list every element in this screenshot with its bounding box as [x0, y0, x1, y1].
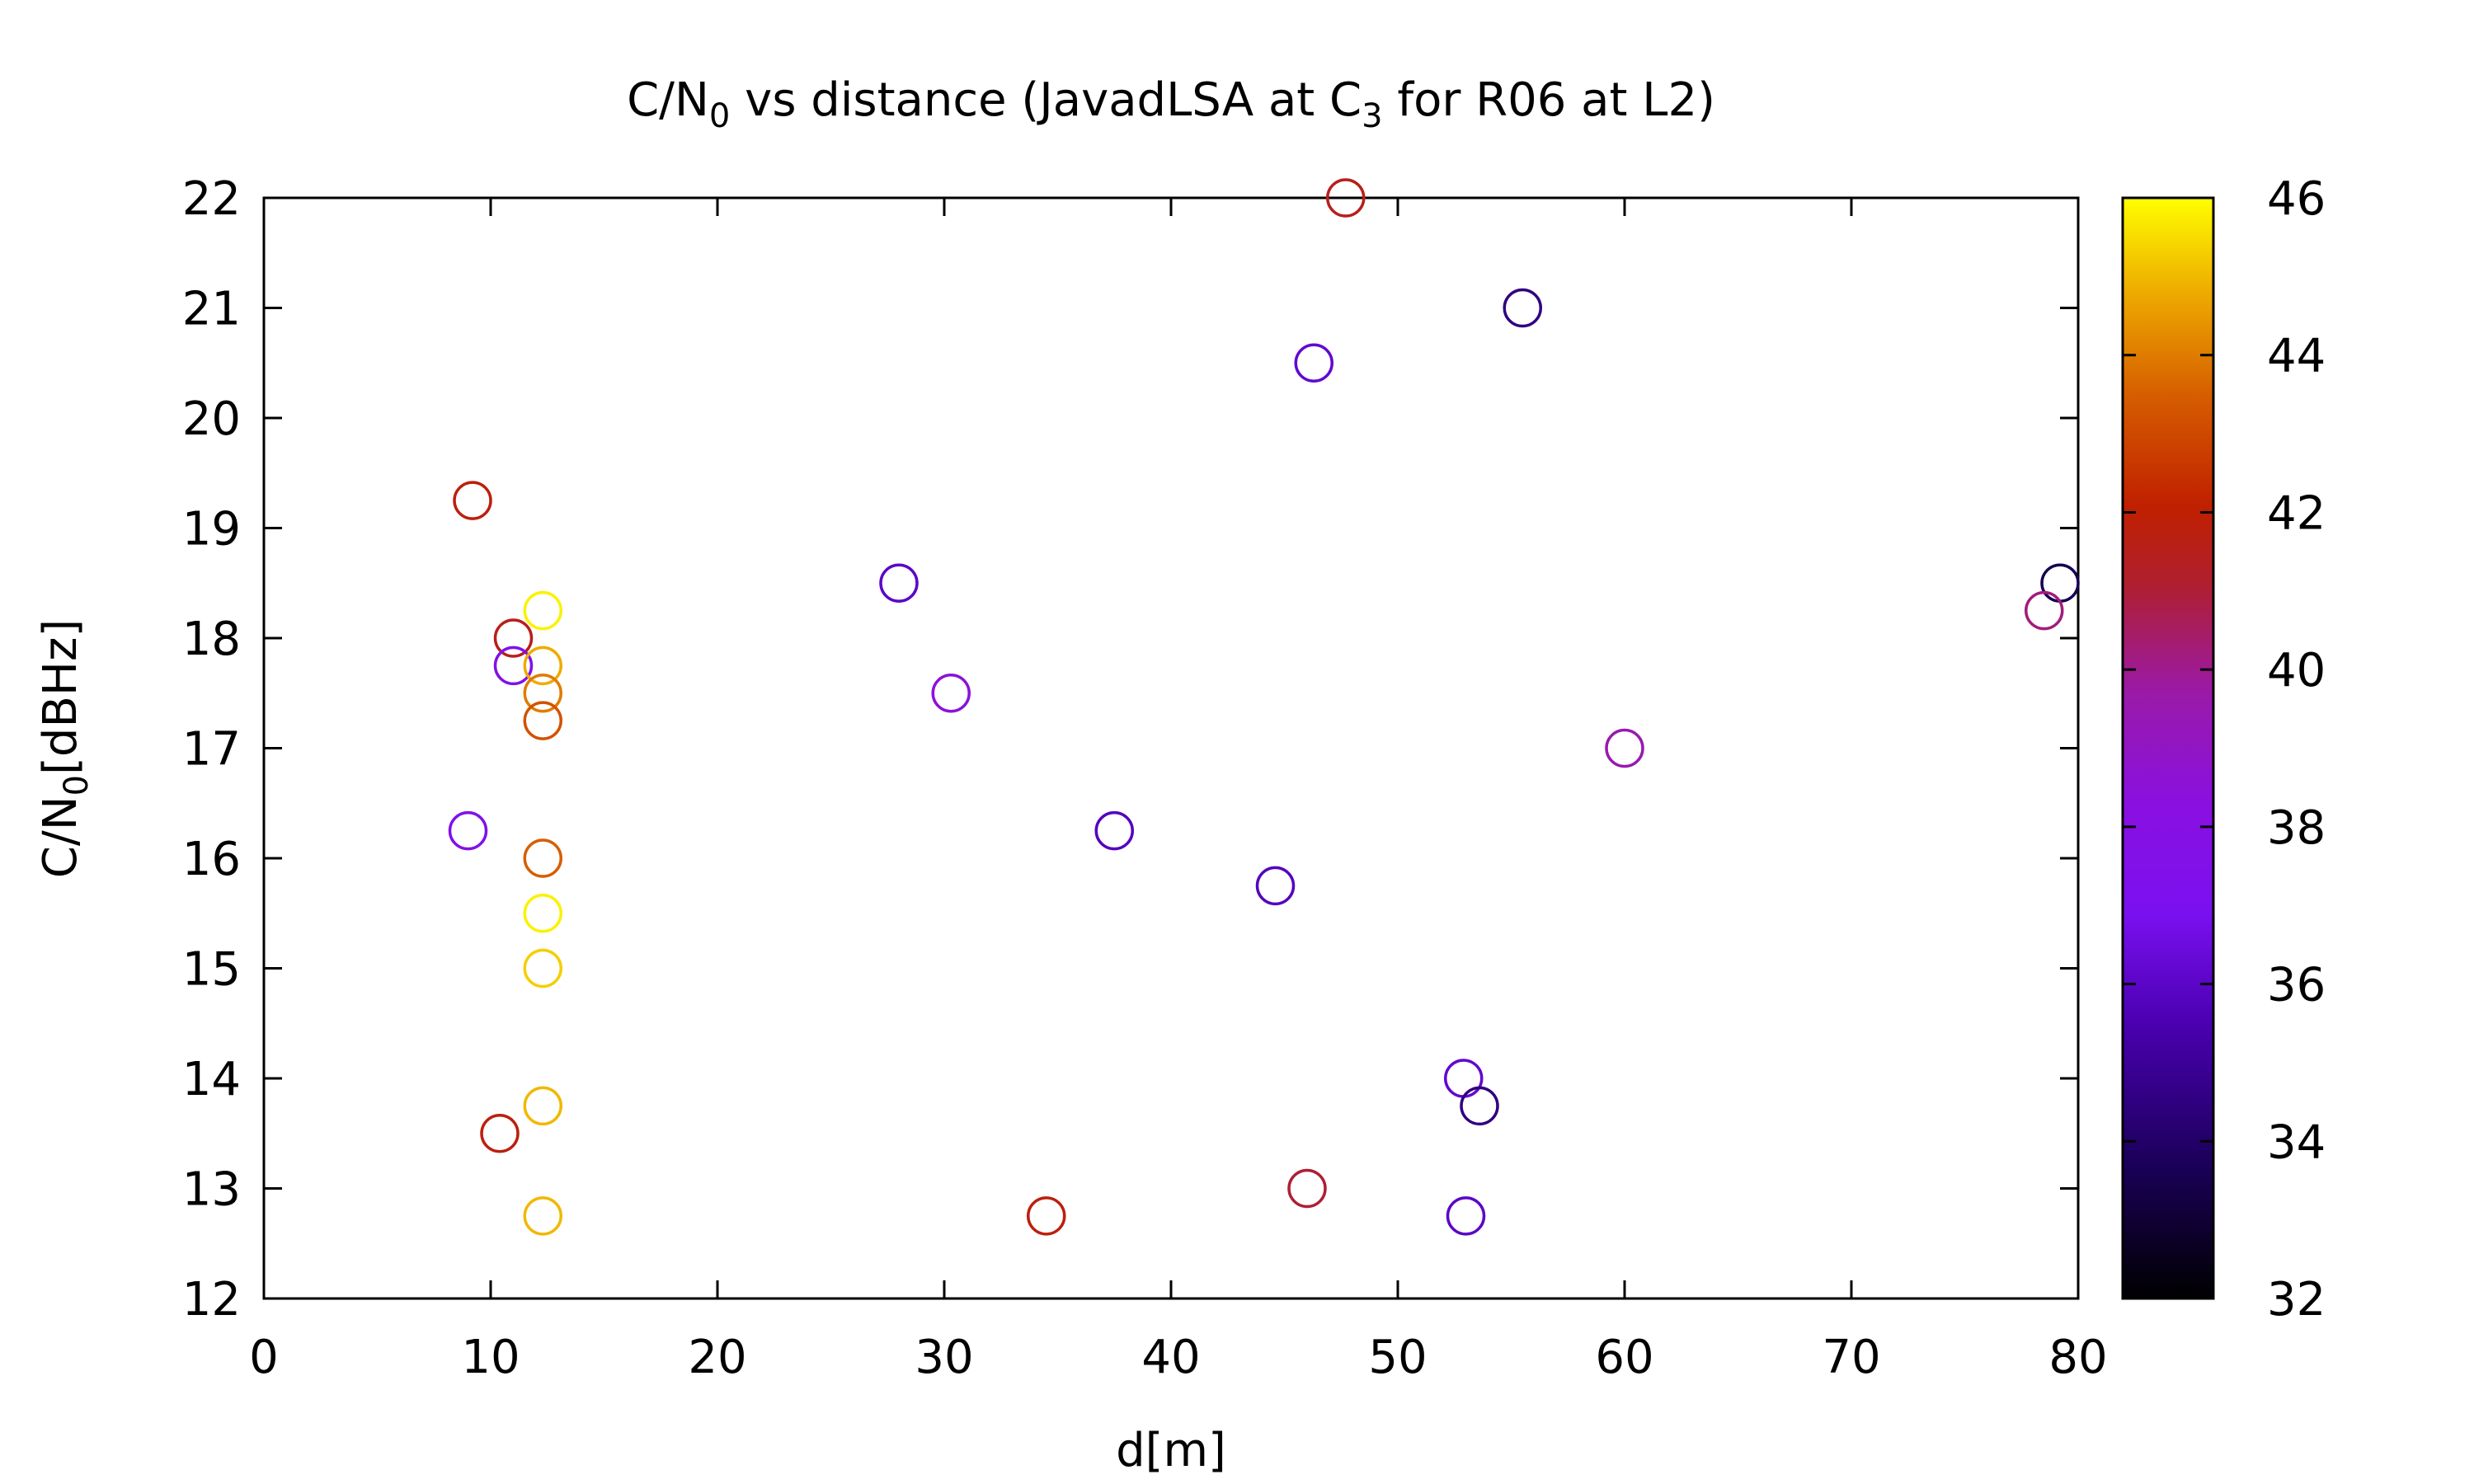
x-tick-label: 30	[915, 1331, 973, 1384]
colorbar-tick-label: 32	[2267, 1273, 2326, 1327]
data-point	[1255, 866, 1296, 906]
y-axis-label: C/N0[dBHz]	[34, 619, 96, 878]
colorbar-tick-label: 38	[2267, 801, 2326, 855]
data-point	[523, 838, 562, 878]
y-tick-label: 22	[182, 172, 241, 226]
colorbar: 32 34 36 38 40 42 44 46	[2121, 172, 2326, 1327]
y-tick-label: 21	[182, 283, 241, 336]
colorbar-gradient	[2121, 196, 2215, 1300]
data-point	[1326, 178, 1366, 218]
plot-frame	[262, 196, 2080, 1300]
x-tick-label: 50	[1368, 1331, 1427, 1384]
data-point	[523, 1196, 562, 1236]
data-point	[523, 1086, 562, 1126]
y-tick-label: 18	[182, 613, 241, 666]
colorbar-tick-label: 40	[2267, 644, 2326, 697]
data-point	[493, 618, 534, 658]
data-point	[1460, 1086, 1499, 1126]
data-point	[453, 481, 492, 520]
data-point	[1605, 728, 1644, 768]
data-point	[1287, 1168, 1327, 1209]
data-point	[480, 1114, 520, 1153]
data-point	[523, 701, 562, 740]
data-point	[1027, 1196, 1066, 1236]
y-tick-label: 17	[182, 723, 241, 777]
colorbar-tick-label: 44	[2267, 330, 2326, 383]
data-point	[523, 646, 562, 686]
colorbar-tick-label: 34	[2267, 1115, 2326, 1169]
y-tick-label: 19	[182, 503, 241, 556]
x-tick-label: 20	[688, 1331, 746, 1384]
colorbar-tick-label: 36	[2267, 959, 2326, 1012]
data-point	[493, 646, 534, 686]
data-point	[1094, 810, 1134, 851]
x-tick-label: 0	[249, 1331, 279, 1384]
data-point	[523, 894, 562, 933]
y-tick-label: 13	[182, 1163, 241, 1217]
y-tick-label: 12	[182, 1273, 241, 1327]
data-points	[448, 178, 2080, 1236]
data-point	[1444, 1059, 1484, 1098]
data-point	[1503, 288, 1542, 328]
y-tick-label: 20	[182, 392, 241, 446]
y-tick-label: 16	[182, 833, 241, 886]
colorbar-tick-label: 46	[2267, 172, 2326, 226]
x-tick-label: 70	[1822, 1331, 1880, 1384]
data-point	[931, 674, 971, 713]
axis-ticks: 0 10 20 30 40 50 60 70 80 12 13 14 15 16 17 18 19 20 21 22	[182, 172, 2108, 1384]
data-point	[2040, 563, 2080, 603]
chart-title: C/N0 vs distance (JavadLSA at C3 for R06…	[627, 73, 1715, 135]
x-tick-label: 80	[2048, 1331, 2107, 1384]
colorbar-ticks: 32 34 36 38 40 42 44 46	[2123, 172, 2326, 1327]
y-tick-label: 15	[182, 943, 241, 997]
data-point	[523, 948, 562, 989]
x-tick-label: 40	[1141, 1331, 1200, 1384]
x-tick-label: 10	[461, 1331, 520, 1384]
x-tick-label: 60	[1595, 1331, 1653, 1384]
data-point	[1294, 343, 1333, 383]
x-axis-label: d[m]	[1116, 1424, 1226, 1477]
plot-area	[262, 196, 2080, 1300]
data-point	[523, 674, 562, 713]
y-tick-label: 14	[182, 1053, 241, 1106]
data-point	[448, 810, 488, 851]
data-point	[879, 563, 919, 603]
data-point	[2025, 590, 2064, 631]
colorbar-tick-label: 42	[2267, 486, 2326, 540]
data-point	[1446, 1196, 1486, 1236]
data-point	[523, 590, 562, 631]
